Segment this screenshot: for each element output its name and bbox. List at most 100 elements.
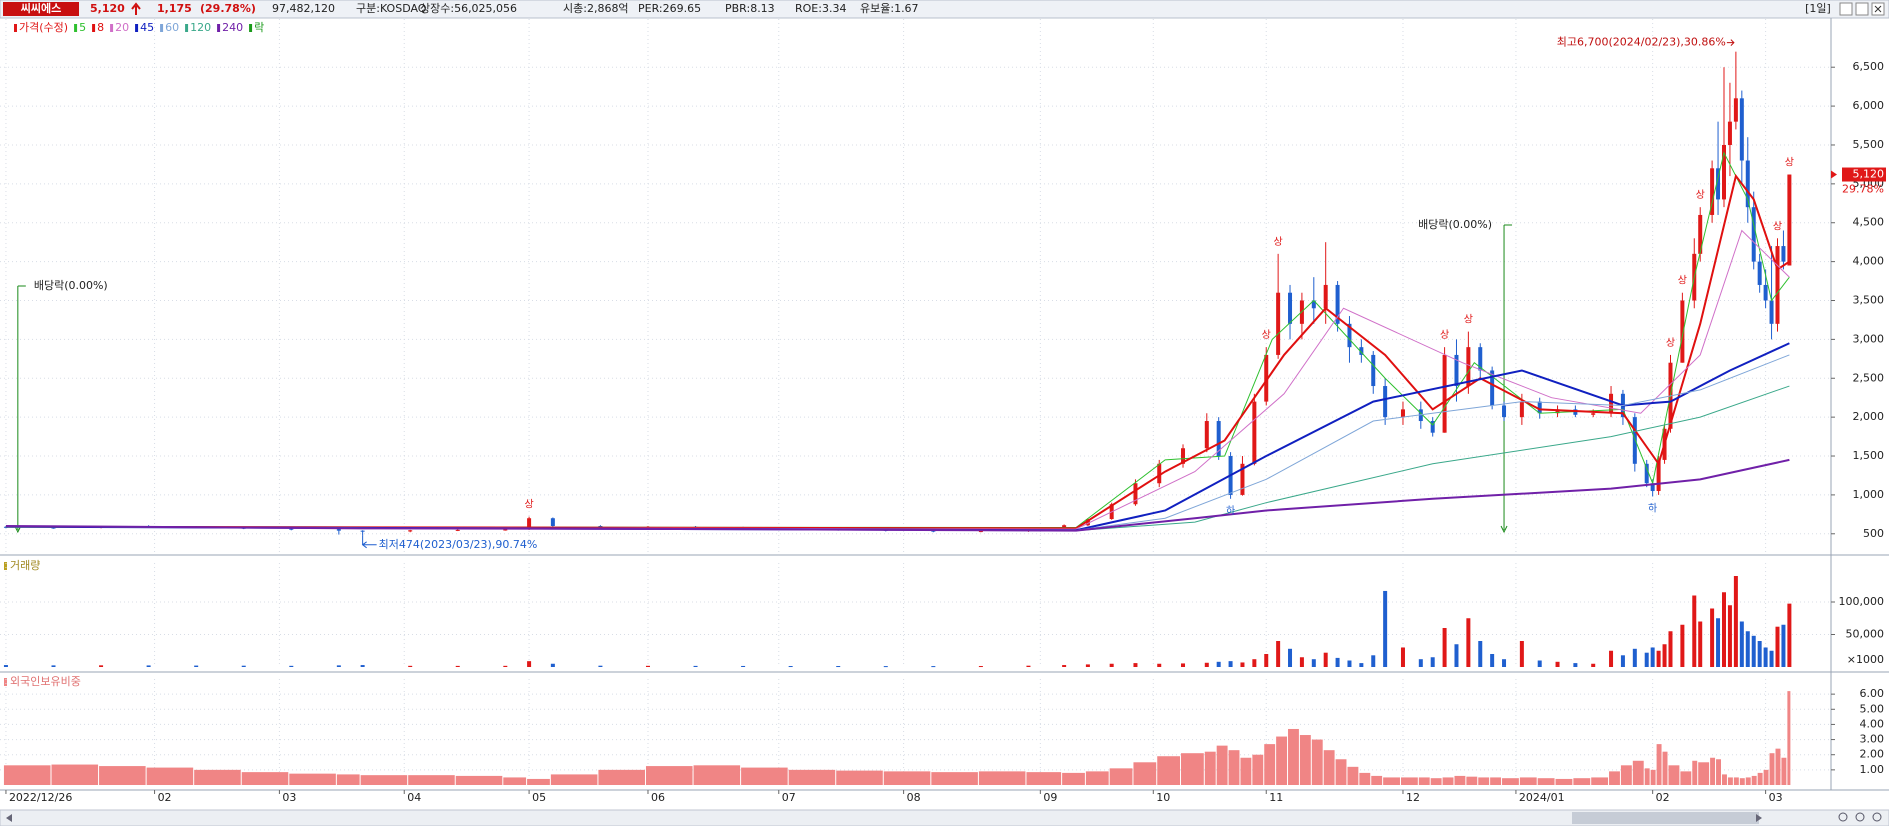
foreign-bar: [360, 775, 408, 785]
foreign-bar: [1609, 771, 1620, 785]
ma-line: [5, 342, 1790, 532]
x-tick-label: 03: [282, 791, 296, 804]
y-tick-label: 2.00: [1860, 748, 1885, 761]
x-tick-label: 03: [1769, 791, 1783, 804]
y-tick-label: 5.00: [1860, 702, 1885, 715]
x-tick-label: 02: [158, 791, 172, 804]
legend-entry: 8: [97, 21, 104, 34]
foreign-bar: [978, 771, 1026, 785]
candle-body: [1745, 160, 1750, 208]
y-tick-label: 1,000: [1853, 488, 1885, 501]
zoom-icon[interactable]: [1872, 812, 1882, 822]
volume-bar: [645, 665, 650, 667]
volume-bar: [788, 666, 793, 668]
legend-swatch: [110, 24, 114, 32]
price-badge-label: 5,120: [1853, 168, 1885, 181]
candle-body: [1335, 284, 1340, 324]
foreign-bar: [1288, 728, 1299, 785]
period[interactable]: [1일]: [1805, 1, 1831, 15]
foreign-bar: [1519, 777, 1537, 785]
foreign-bar: [1323, 750, 1335, 785]
volume-bar: [1733, 576, 1738, 667]
volume-bar: [1085, 664, 1090, 667]
change-pct: (29.78%): [200, 2, 256, 15]
header-item: 시총:2,868억: [563, 2, 629, 15]
volume-bar: [1781, 624, 1786, 667]
header-item: PBR:8.13: [725, 2, 775, 15]
header-item: 유보율:1.67: [860, 2, 919, 15]
foreign-bar: [741, 767, 788, 785]
foreign-bar: [1763, 769, 1769, 785]
candle-body: [1264, 354, 1269, 402]
foreign-bar: [1085, 771, 1109, 785]
stock-name: 씨씨에스: [21, 1, 61, 15]
foreign-bar: [527, 778, 550, 785]
max-button[interactable]: [1855, 2, 1869, 16]
foreign-bar: [1490, 777, 1502, 785]
volume-bar: [1323, 652, 1328, 667]
price: 5,120: [90, 2, 125, 15]
scroll-thumb[interactable]: [1572, 812, 1759, 824]
foreign-bar: [194, 769, 241, 785]
legend-entry: 가격(수정): [19, 21, 68, 34]
candle-body: [1650, 483, 1655, 492]
foreign-bar: [336, 774, 360, 785]
candle-body: [1555, 409, 1560, 414]
candle-body: [1490, 370, 1495, 406]
foreign-bar: [788, 769, 836, 785]
y-tick-label: 500: [1863, 527, 1884, 540]
candle-body: [1656, 459, 1661, 492]
candle-body: [1502, 405, 1507, 418]
dividend-line: [1503, 224, 1513, 530]
close-icon: [1874, 5, 1882, 13]
dividend-arrow: [14, 525, 22, 534]
y-tick-label: 50,000: [1846, 628, 1885, 641]
limit-mark: 상: [1773, 220, 1782, 232]
foreign-bar: [883, 771, 931, 785]
candle-body: [550, 518, 555, 527]
name-box: [3, 2, 79, 16]
volume-bar: [3, 665, 8, 667]
candle-body: [1085, 519, 1090, 526]
candle-body: [1323, 284, 1328, 309]
y-tick-label: 3,500: [1853, 293, 1885, 306]
zoom-icons[interactable]: [1838, 812, 1882, 822]
foreign-bar: [1733, 777, 1739, 785]
foreign-bar: [1710, 757, 1716, 785]
foreign-bar: [1502, 778, 1519, 785]
min-button[interactable]: [1839, 2, 1853, 16]
foreign-bar: [1181, 753, 1204, 785]
candle-body: [1775, 246, 1780, 324]
foreign-bar: [1430, 778, 1442, 785]
foreign-bar: [1620, 765, 1632, 785]
foreign-bar: [931, 772, 978, 785]
candle-body: [1757, 261, 1762, 285]
dividend-line: [17, 285, 26, 530]
volume-bar: [1311, 659, 1316, 667]
volume-bar: [1478, 641, 1483, 667]
volume-bar: [99, 665, 104, 667]
foreign-bar: [1026, 772, 1062, 785]
volume-unit: ×1000: [1847, 653, 1884, 666]
volume-bar: [336, 665, 341, 667]
x-tick-label: 02: [1656, 791, 1670, 804]
volume-bar: [1692, 595, 1697, 667]
volume-bar: [550, 663, 555, 667]
window-buttons[interactable]: [1839, 2, 1885, 16]
volume-bar: [1662, 644, 1667, 667]
foreign-bar: [1299, 735, 1311, 785]
zoom-icon[interactable]: [1855, 812, 1865, 822]
foreign-bar: [1591, 777, 1609, 785]
volume-bar: [1400, 647, 1405, 667]
volume-bar: [1721, 592, 1726, 667]
candle-body: [1430, 421, 1435, 433]
foreign-bar: [1228, 750, 1240, 785]
volume-bar: [1026, 665, 1031, 667]
foreign-bar: [1769, 753, 1775, 785]
candle-body: [336, 529, 341, 531]
limit-mark: 하: [1226, 504, 1235, 517]
foreign-bar: [1347, 766, 1359, 785]
zoom-icon[interactable]: [1838, 812, 1848, 822]
y-tick-label: 6,500: [1853, 60, 1885, 73]
